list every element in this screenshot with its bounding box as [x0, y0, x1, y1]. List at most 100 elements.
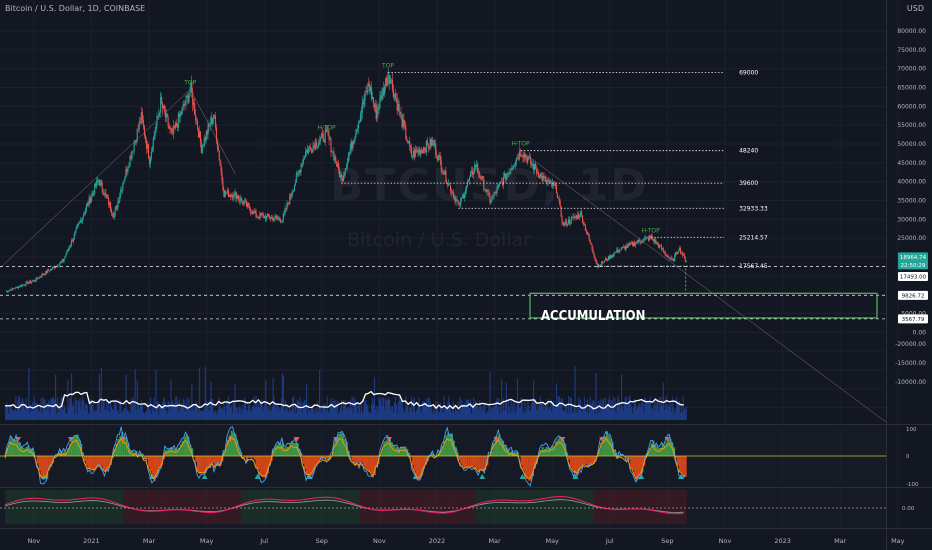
volume-bar — [433, 405, 435, 420]
volume-bar — [456, 410, 458, 420]
candle-body — [83, 214, 85, 218]
oscillator-2-band — [554, 490, 558, 524]
candle-body — [507, 172, 509, 174]
oscillator-bar — [507, 449, 510, 456]
candle-body — [180, 113, 182, 115]
volume-bar — [6, 405, 9, 420]
candle-body — [432, 140, 434, 141]
oscillator-2-band — [319, 490, 323, 524]
volume-bar — [47, 403, 49, 420]
volume-bar — [252, 406, 254, 420]
volume-bar — [147, 404, 150, 420]
candle-body — [662, 248, 664, 252]
volume-bar — [644, 397, 646, 420]
oscillator-2-band — [50, 490, 54, 524]
candle-body — [629, 242, 631, 246]
volume-bar — [660, 396, 663, 420]
currency-label[interactable]: USD — [906, 4, 924, 13]
candle-body — [88, 197, 90, 206]
oscillator-2-band — [325, 490, 329, 524]
oscillator-bar — [659, 447, 662, 456]
volume-bar — [100, 367, 102, 420]
candle-body — [649, 235, 651, 238]
volume-bar — [171, 402, 173, 420]
volume-bar — [244, 397, 246, 420]
volume-bar — [487, 411, 489, 420]
candle-body — [576, 215, 578, 219]
volume-bar — [180, 403, 182, 420]
candle-body — [427, 144, 429, 148]
volume-bar — [656, 402, 658, 420]
oscillator-bar — [6, 447, 9, 456]
candle-body — [517, 158, 519, 160]
x-tick-label: Jul — [605, 537, 614, 545]
oscillator-bar — [69, 444, 72, 456]
candle-body — [27, 281, 29, 285]
volume-bar — [510, 399, 512, 420]
candle-body — [347, 156, 349, 163]
candle-body — [408, 140, 410, 144]
volume-bar — [45, 409, 47, 420]
x-tick-label: Mar — [143, 537, 156, 545]
candle-body — [78, 222, 80, 225]
oscillator-2-band — [584, 490, 588, 524]
candle-body — [189, 92, 191, 96]
candle-body — [217, 146, 219, 150]
volume-bar — [625, 396, 627, 420]
volume-bar — [601, 404, 603, 420]
candle-body — [173, 125, 175, 134]
y-tick-label: -15000.00 — [895, 360, 926, 367]
candle-body — [584, 224, 586, 231]
volume-bar — [300, 403, 302, 420]
volume-bar — [166, 413, 168, 420]
volume-bar — [439, 402, 441, 420]
candle-body — [599, 265, 601, 267]
candle-body — [202, 146, 204, 147]
oscillator-2-band — [576, 490, 580, 524]
candle-body — [367, 83, 369, 93]
volume-bar — [43, 399, 45, 420]
candle-body — [607, 255, 609, 261]
candle-body — [609, 255, 611, 260]
oscillator-bar — [214, 456, 217, 468]
volume-bar — [365, 400, 367, 420]
candle-body — [454, 196, 456, 202]
oscillator-2-band — [111, 490, 115, 524]
volume-bar — [83, 410, 86, 420]
oscillator-2-band — [317, 490, 321, 524]
oscillator-2-band — [21, 490, 25, 524]
volume-bar — [391, 406, 394, 420]
oscillator-2-band — [120, 490, 124, 524]
candle-body — [285, 208, 287, 209]
candle-body — [518, 151, 520, 160]
volume-bar — [366, 405, 368, 420]
volume-bar — [295, 413, 297, 420]
volume-bar — [516, 378, 519, 420]
candle-body — [685, 260, 687, 262]
oscillator-bar — [553, 446, 556, 456]
volume-bar — [282, 375, 284, 420]
oscillator-2-band — [204, 490, 208, 524]
oscillator-bar — [217, 456, 220, 464]
oscillator-bar — [202, 456, 205, 474]
oscillator-bar — [490, 451, 493, 456]
oscillator-bar — [635, 456, 638, 481]
oscillator-2-band — [482, 490, 486, 524]
volume-bar — [299, 397, 301, 420]
volume-bar — [679, 412, 682, 420]
volume-bar — [473, 397, 475, 420]
oscillator-bar — [677, 456, 679, 466]
volume-bar — [557, 396, 559, 420]
oscillator-2-band — [35, 490, 39, 524]
volume-bar — [450, 408, 452, 420]
candle-body — [560, 206, 562, 217]
candle-body — [297, 172, 299, 173]
candle-body — [61, 259, 63, 262]
volume-bar — [12, 409, 14, 420]
candle-body — [477, 164, 479, 172]
price-level-label: 48240 — [739, 148, 758, 155]
candle-body — [650, 235, 652, 238]
oscillator-2-band — [488, 490, 492, 524]
